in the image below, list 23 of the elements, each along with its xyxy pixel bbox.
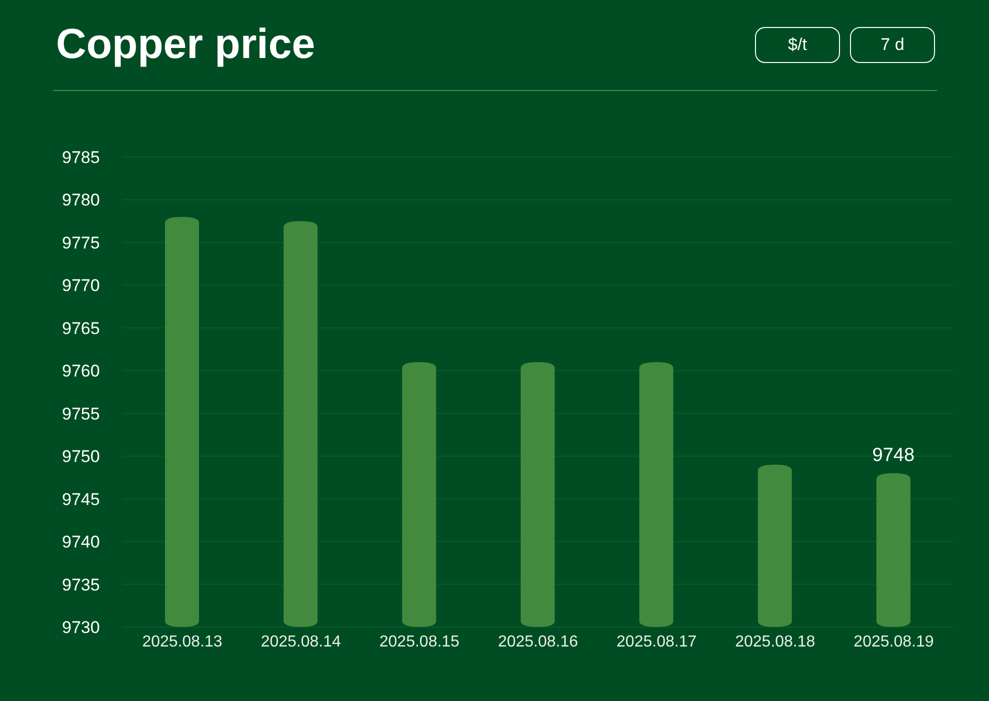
y-tick-label: 9745 [62,490,100,509]
x-tick-label: 2025.08.13 [142,633,222,650]
x-tick-label: 2025.08.15 [379,633,460,650]
chart-title: Copper price [56,20,316,68]
y-tick-label: 9780 [62,190,100,210]
y-tick-label: 9730 [62,618,100,637]
y-tick-label: 9770 [62,276,100,296]
unit-button: $/t [755,27,840,63]
x-tick-label: 2025.08.19 [854,633,934,650]
y-tick-label: 9765 [62,318,100,338]
y-tick-label: 9755 [62,404,100,424]
period-button: 7 d [850,27,935,63]
y-tick-label: 9750 [62,447,100,466]
y-tick-label: 9760 [62,362,100,381]
y-tick-label: 9740 [62,532,100,552]
x-tick-label: 2025.08.14 [260,633,341,650]
y-tick-label: 9775 [62,233,100,252]
y-tick-label: 9735 [62,575,100,594]
x-tick-label: 2025.08.17 [616,633,697,650]
x-tick-label: 2025.08.18 [735,633,816,650]
y-tick-label: 9785 [62,148,100,167]
data-label: 9748 [872,445,915,466]
x-tick-label: 2025.08.16 [498,633,578,650]
